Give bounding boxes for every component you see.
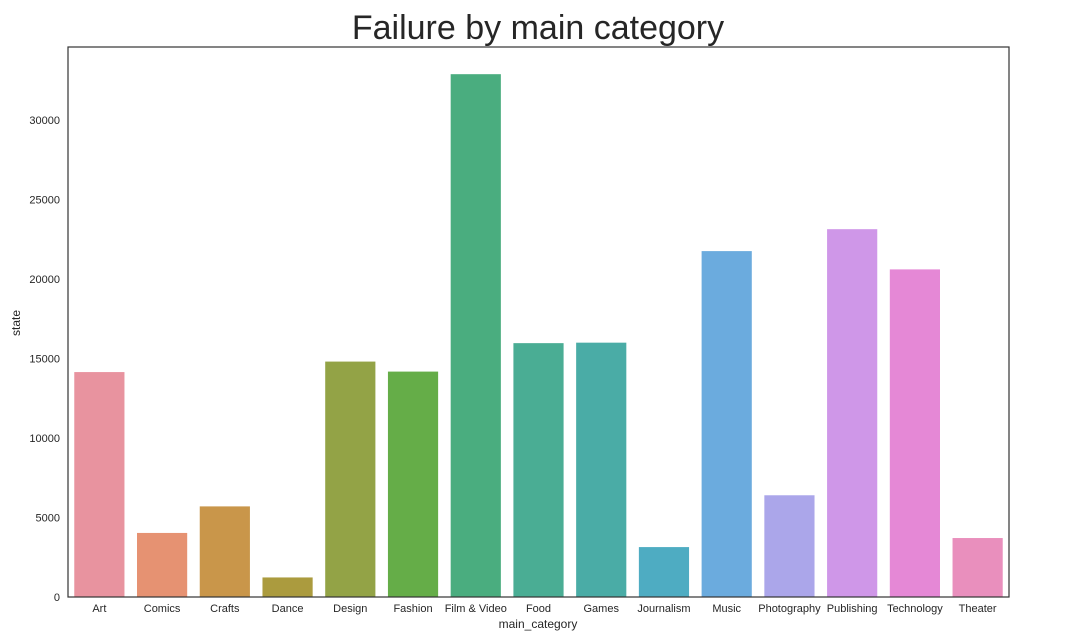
x-tick-label: Music bbox=[712, 603, 741, 615]
bar-crafts bbox=[199, 506, 250, 597]
y-tick-label: 30000 bbox=[29, 115, 60, 127]
x-tick-label: Food bbox=[526, 603, 551, 615]
x-tick-label: Film & Video bbox=[445, 603, 507, 615]
x-tick-label: Photography bbox=[758, 603, 821, 615]
x-tick-label: Journalism bbox=[637, 603, 690, 615]
bars bbox=[74, 74, 1003, 598]
plot-frame bbox=[67, 46, 1010, 598]
bar-technology bbox=[889, 269, 940, 597]
bar-design bbox=[325, 361, 376, 597]
bar-comics bbox=[137, 532, 188, 597]
y-tick-label: 25000 bbox=[29, 195, 60, 207]
bar-games bbox=[576, 342, 627, 597]
y-tick-label: 20000 bbox=[29, 274, 60, 286]
y-tick-label: 5000 bbox=[36, 513, 60, 525]
x-axis-label: main_category bbox=[499, 617, 578, 631]
x-tick-label: Art bbox=[92, 603, 106, 615]
x-tick-label: Comics bbox=[144, 603, 181, 615]
bar-theater bbox=[952, 538, 1003, 597]
y-tick-label: 15000 bbox=[29, 354, 60, 366]
bar-food bbox=[513, 343, 564, 597]
bar-dance bbox=[262, 577, 313, 597]
x-tick-label: Publishing bbox=[827, 603, 878, 615]
y-tick-label: 0 bbox=[54, 592, 60, 604]
bar-fashion bbox=[387, 371, 439, 597]
chart-title: Failure by main category bbox=[352, 9, 724, 47]
x-tick-label: Crafts bbox=[210, 603, 240, 615]
x-tick-label: Technology bbox=[887, 603, 943, 615]
bar-journalism bbox=[638, 547, 690, 597]
bar-art bbox=[74, 372, 125, 597]
bar-film-video bbox=[450, 74, 501, 598]
bar-photography bbox=[764, 495, 815, 597]
x-tick-label: Games bbox=[583, 603, 619, 615]
bar-publishing bbox=[827, 229, 878, 597]
x-tick-label: Theater bbox=[959, 603, 997, 615]
x-tick-label: Fashion bbox=[393, 603, 432, 615]
x-tick-label: Design bbox=[333, 603, 367, 615]
y-axis-label: state bbox=[9, 310, 23, 336]
y-tick-labels: 0 5000 10000 15000 20000 25000 30000 bbox=[29, 115, 60, 604]
bar-music bbox=[701, 251, 752, 597]
y-tick-label: 10000 bbox=[29, 433, 60, 445]
x-tick-labels: Art Comics Crafts Dance Design Fashion Film & … bbox=[92, 603, 997, 615]
x-tick-label: Dance bbox=[272, 603, 304, 615]
